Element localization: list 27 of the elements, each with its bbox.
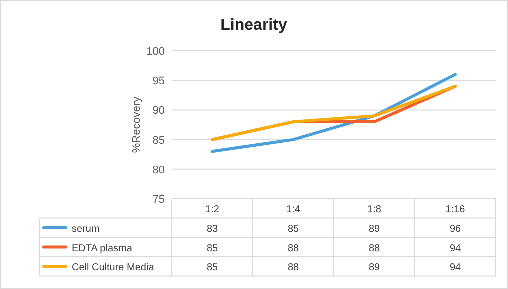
chart-title: Linearity [220, 17, 288, 34]
x-tick-label: 1:4 [286, 204, 301, 216]
y-tick-label: 80 [152, 164, 165, 176]
data-label: 88 [368, 243, 380, 254]
data-label: 94 [450, 243, 462, 254]
y-tick-label: 85 [152, 134, 165, 147]
data-label: 94 [450, 262, 462, 274]
data-label: 89 [368, 262, 380, 274]
y-axis-title: %Recovery [131, 96, 143, 154]
data-label: 88 [288, 262, 300, 274]
legend-label: EDTA plasma [72, 243, 133, 254]
data-label: 96 [450, 224, 462, 235]
data-label: 85 [206, 262, 218, 274]
y-tick-label: 90 [152, 105, 165, 118]
data-label: 85 [206, 243, 218, 254]
y-tick-label: 100 [146, 46, 165, 58]
x-tick-label: 1:8 [368, 204, 382, 216]
legend-label: Cell Culture Media [72, 262, 155, 274]
data-label: 89 [368, 224, 380, 235]
y-tick-label: 75 [152, 194, 165, 206]
y-tick-label: 95 [152, 76, 165, 88]
data-label: 85 [288, 224, 300, 235]
legend-label: serum [72, 224, 100, 235]
data-label: 88 [288, 243, 300, 254]
x-tick-label: 1:16 [446, 204, 466, 216]
x-tick-label: 1:2 [206, 204, 220, 216]
data-label: 83 [206, 224, 218, 235]
